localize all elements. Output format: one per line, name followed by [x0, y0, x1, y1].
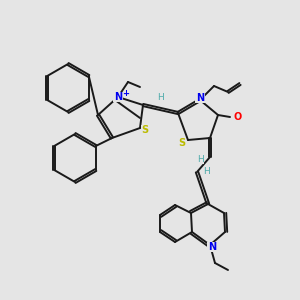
Text: S: S [141, 125, 148, 135]
Text: N: N [208, 242, 216, 252]
Text: S: S [178, 138, 186, 148]
Text: H: H [157, 92, 164, 101]
Text: N: N [196, 93, 204, 103]
Text: H: H [204, 167, 210, 176]
Text: +: + [122, 89, 130, 98]
Text: N: N [114, 92, 122, 102]
Text: O: O [234, 112, 242, 122]
Text: H: H [196, 154, 203, 164]
